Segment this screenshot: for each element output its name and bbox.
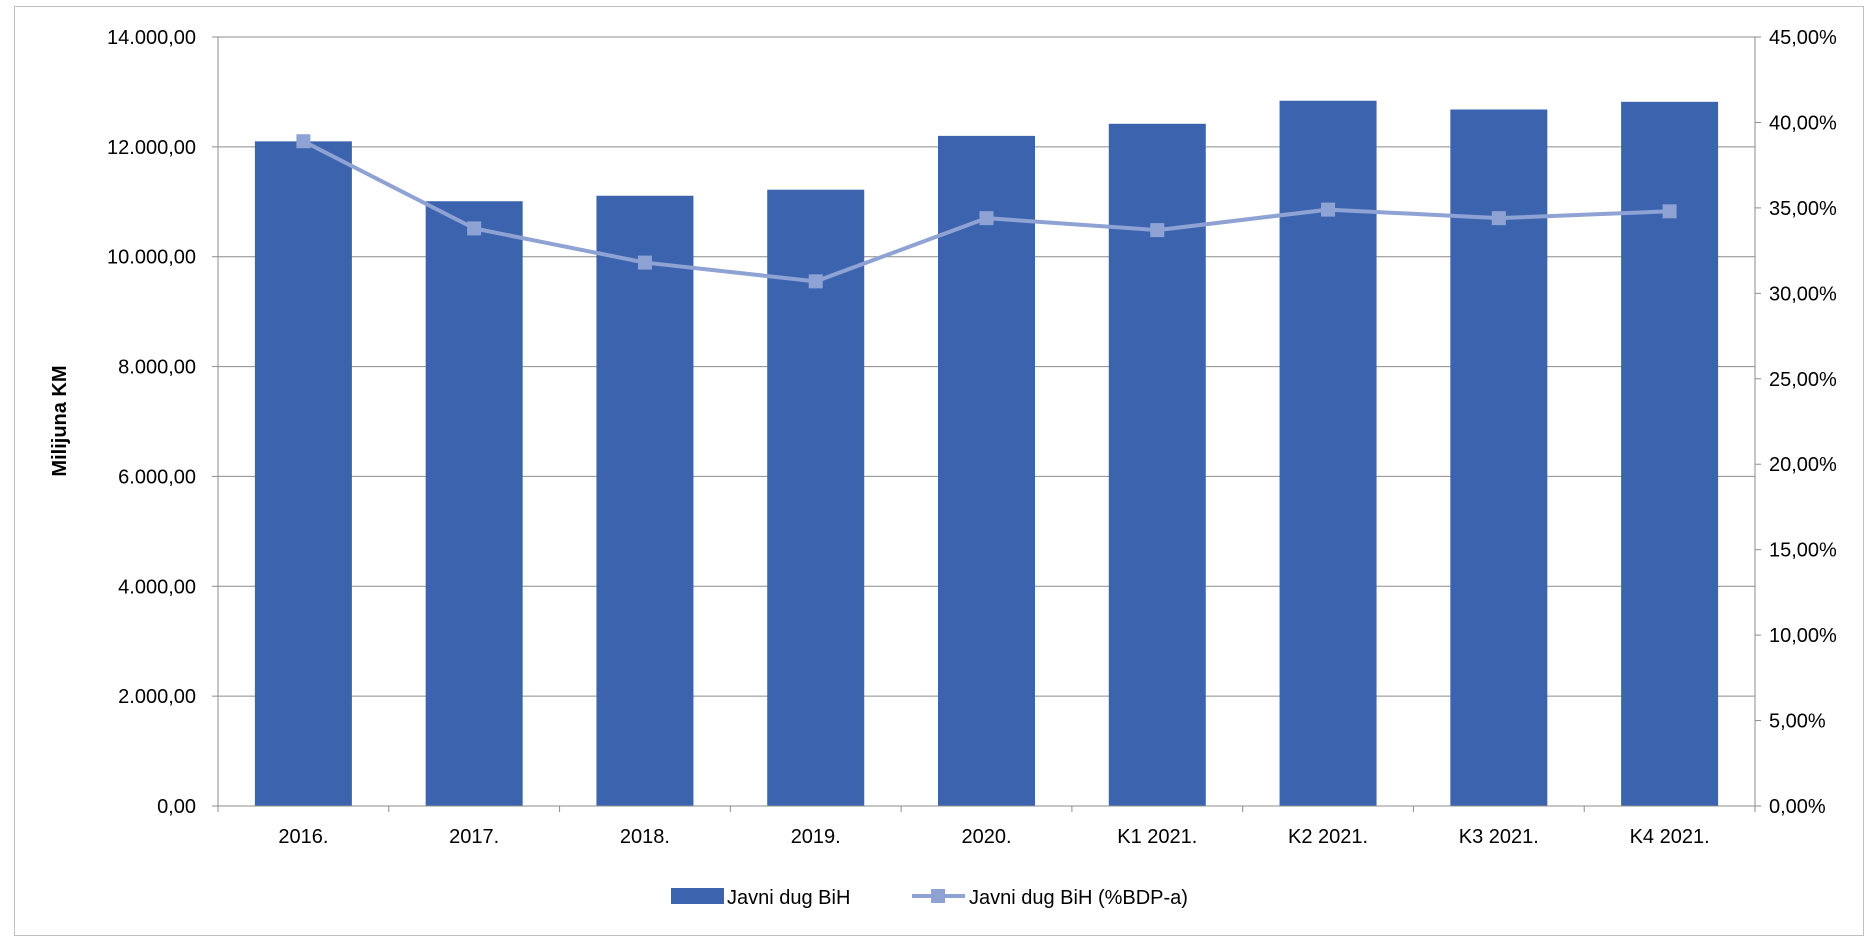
bar [1621,101,1719,806]
bars [254,100,1719,807]
bar [596,195,694,806]
x-tick-label: 2016. [278,826,328,848]
x-tick-label: K4 2021. [1630,826,1710,848]
x-tick-label: 2017. [449,826,499,848]
x-tick-label: 2018. [620,826,670,848]
y-tick-label: 14.000,00 [107,27,196,49]
x-tick-label: K1 2021. [1117,826,1197,848]
bar [1108,123,1206,807]
y2-tick-label: 40,00% [1769,112,1837,134]
legend-swatch-bar [671,888,724,904]
line-point [296,134,311,149]
legend-label-bar: Javni dug BiH [727,887,850,909]
legend-label-line: Javni dug BiH (%BDP-a) [969,887,1188,909]
line-point [1321,202,1336,217]
line-point [637,255,652,270]
x-tick-label: 2019. [791,826,841,848]
line-point [467,221,482,236]
y-tick-label: 6.000,00 [118,466,196,488]
y2-tick-label: 0,00% [1769,796,1826,818]
bar [425,201,523,806]
axis-labels: 0,00 2.000,00 4.000,00 6.000,00 8.000,00 10.0… [49,27,1837,848]
x-tick-label: 2020. [961,826,1011,848]
legend-swatch-marker [931,889,945,903]
y2-tick-label: 5,00% [1769,711,1826,733]
y2-tick-label: 25,00% [1769,369,1837,391]
bar [1279,100,1377,806]
line-point [808,274,823,289]
bar [254,141,352,807]
y2-tick-label: 35,00% [1769,198,1837,220]
line-point [1150,223,1165,238]
x-tick-label: K3 2021. [1459,826,1539,848]
y2-tick-label: 15,00% [1769,540,1837,562]
y2-tick-label: 45,00% [1769,27,1837,49]
y2-tick-label: 30,00% [1769,283,1837,305]
y-tick-label: 0,00 [157,796,196,818]
y-tick-label: 10.000,00 [107,247,196,269]
y-tick-label: 2.000,00 [118,686,196,708]
axes [212,36,1761,812]
y-axis-title: Milijuna KM [49,365,71,476]
y-tick-label: 12.000,00 [107,137,196,159]
legend: Javni dug BiH Javni dug BiH (%BDP-a) [671,887,1188,909]
line-point [1491,211,1506,226]
bar [1450,109,1548,806]
y2-tick-label: 10,00% [1769,625,1837,647]
bar [938,135,1035,806]
x-tick-label: K2 2021. [1288,826,1368,848]
y-tick-label: 8.000,00 [118,357,196,379]
y2-tick-label: 20,00% [1769,454,1837,476]
bar [767,189,865,807]
y-tick-label: 4.000,00 [118,576,196,598]
line-series [296,134,1677,289]
line-point [979,211,994,226]
line-point [1662,204,1677,219]
